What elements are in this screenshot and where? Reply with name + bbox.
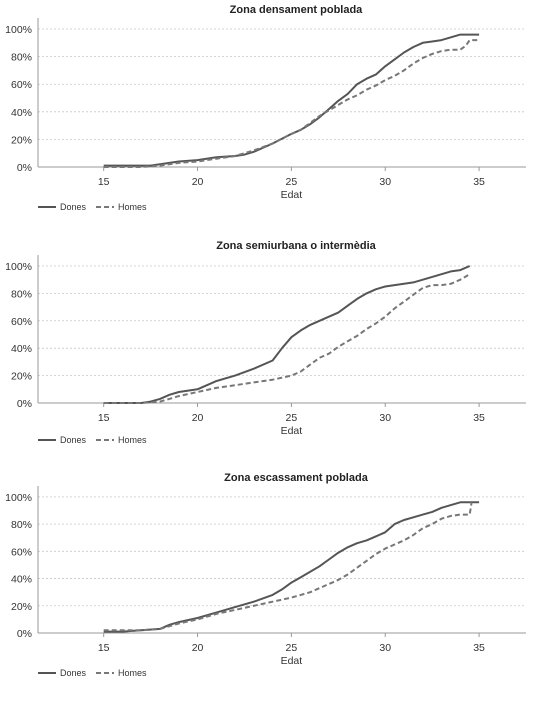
y-tick-label: 80%	[11, 288, 32, 300]
chart-panel-1: Zona densament poblada 0% 20% 40% 60% 80% 100%…	[5, 4, 526, 212]
y-tick-label: 20%	[11, 134, 32, 146]
chart-legend: Dones Homes	[38, 435, 147, 445]
y-tick-label: 20%	[11, 371, 32, 383]
x-axis-label: Edat	[281, 189, 303, 201]
x-tick-label: 25	[286, 412, 298, 424]
x-tick-label: 35	[473, 176, 485, 188]
chart-legend: Dones Homes	[38, 202, 147, 212]
y-tick-label: 0%	[17, 398, 32, 410]
y-tick-label: 40%	[11, 343, 32, 355]
x-tick-label: 30	[379, 412, 391, 424]
x-tick-label: 20	[192, 176, 204, 188]
legend-label-homes: Homes	[118, 435, 147, 445]
series-line-dones	[103, 501, 480, 633]
chart-legend: Dones Homes	[38, 668, 147, 678]
y-tick-label: 80%	[11, 52, 32, 64]
y-tick-label: 60%	[11, 79, 32, 91]
x-tick-label: 20	[192, 412, 204, 424]
legend-label-dones: Dones	[60, 668, 87, 678]
x-axis-label: Edat	[281, 655, 303, 667]
series-line-homes	[103, 39, 480, 168]
series-line-dones	[103, 265, 471, 404]
series-line-dones	[103, 33, 480, 167]
legend-label-dones: Dones	[60, 202, 87, 212]
legend-label-dones: Dones	[60, 435, 87, 445]
chart-title: Zona densament poblada	[230, 4, 364, 16]
y-tick-label: 100%	[5, 492, 32, 504]
chart-panel-3: Zona escassament poblada 0% 20% 40% 60% 80% 10…	[5, 472, 526, 678]
x-tick-label: 15	[98, 176, 110, 188]
legend-label-homes: Homes	[118, 668, 147, 678]
y-tick-label: 100%	[5, 261, 32, 273]
x-tick-label: 20	[192, 642, 204, 654]
y-tick-label: 100%	[5, 24, 32, 36]
y-tick-label: 60%	[11, 546, 32, 558]
y-tick-label: 80%	[11, 519, 32, 531]
y-tick-label: 0%	[17, 162, 32, 174]
x-tick-label: 25	[286, 176, 298, 188]
chart-title: Zona escassament poblada	[224, 472, 369, 484]
x-tick-label: 15	[98, 412, 110, 424]
y-tick-label: 20%	[11, 601, 32, 613]
x-tick-label: 25	[286, 642, 298, 654]
chart-title: Zona semiurbana o intermèdia	[216, 240, 376, 252]
y-tick-label: 40%	[11, 107, 32, 119]
legend-label-homes: Homes	[118, 202, 147, 212]
x-tick-label: 35	[473, 642, 485, 654]
x-tick-label: 30	[379, 176, 391, 188]
y-tick-label: 60%	[11, 316, 32, 328]
x-tick-label: 35	[473, 412, 485, 424]
x-axis-label: Edat	[281, 425, 303, 437]
series-line-homes	[103, 273, 471, 404]
x-tick-label: 30	[379, 642, 391, 654]
y-tick-label: 40%	[11, 574, 32, 586]
x-tick-label: 15	[98, 642, 110, 654]
chart-panel-2: Zona semiurbana o intermèdia 0% 20% 40% 60% 8…	[5, 240, 526, 445]
series-line-homes	[103, 502, 473, 632]
y-tick-label: 0%	[17, 628, 32, 640]
